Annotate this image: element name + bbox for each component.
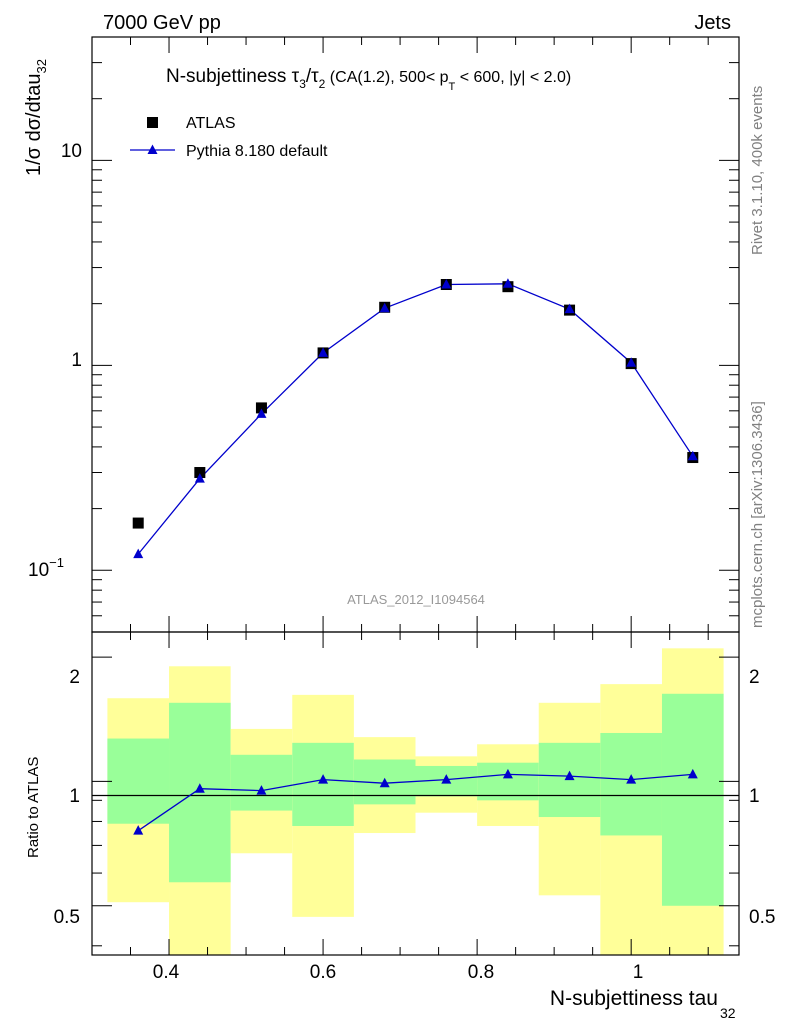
ratio-y-tick-label-2: 2 [69, 667, 80, 688]
uncertainty-band-inner [292, 742, 354, 826]
uncertainty-band-inner [107, 738, 170, 824]
analysis-watermark: ATLAS_2012_I1094564 [347, 592, 485, 607]
ratio-marks [133, 768, 698, 835]
uncertainty-band-inner [661, 693, 724, 906]
pythia-point [441, 279, 452, 289]
y-tick-label-0p1: 10−1 [28, 555, 64, 581]
ratio-y-tick-label-0p5: 0.5 [54, 907, 80, 928]
main-title: N-subjettiness τ3/τ2 (CA(1.2), 500< pT <… [166, 66, 571, 93]
uncertainty-band-inner [230, 754, 293, 811]
main-y-label: 1/σ dσ/dtau32 [23, 59, 49, 176]
uncertainty-band-inner [477, 762, 539, 801]
ratio-bands [107, 648, 724, 955]
energy-label: 7000 GeV pp [103, 12, 221, 34]
x-tick-label-0p4: 0.4 [153, 962, 180, 983]
ratio-panel: Ratio to ATLAS 2 1 0.5 2 1 0.5 0.4 0.6 0… [25, 631, 775, 1021]
ratio-pythia-point [564, 770, 575, 781]
pythia-point [626, 357, 637, 367]
ratio-pythia-point [687, 768, 698, 779]
x-tick-label-0p8: 0.8 [468, 962, 494, 983]
atlas-point [255, 402, 267, 414]
y-tick-label-1: 1 [71, 350, 82, 371]
x-axis-label-subscript: 32 [720, 1005, 736, 1021]
ratio-pythia-point [133, 825, 144, 835]
legend-marker-pythia [147, 144, 158, 154]
main-marks [132, 278, 699, 559]
process-label: Jets [694, 12, 731, 34]
x-tick-label-1: 1 [633, 962, 644, 983]
y-tick-label-10: 10 [61, 141, 82, 162]
ratio-y-tick-label-right-2: 2 [749, 667, 760, 688]
x-tick-label-0p6: 0.6 [310, 962, 336, 983]
pythia-point [564, 303, 575, 314]
ratio-pythia-point [194, 783, 205, 793]
mcplots-label: mcplots.cern.ch [arXiv:1306.3436] [749, 401, 766, 628]
pythia-point [318, 347, 329, 357]
main-panel: N-subjettiness τ3/τ2 (CA(1.2), 500< pT <… [23, 36, 740, 633]
ratio-frame [91, 631, 740, 956]
rivet-label: Rivet 3.1.10, 400k events [749, 86, 766, 255]
ratio-pythia-point [502, 768, 513, 779]
pythia-line [137, 283, 694, 555]
pythia-point [194, 473, 205, 483]
ratio-pythia-point [256, 785, 267, 795]
pythia-point [502, 278, 513, 288]
ratio-y-tick-label-1: 1 [69, 786, 80, 807]
legend-label-pythia: Pythia 8.180 default [186, 143, 328, 160]
atlas-point [194, 467, 206, 479]
pythia-point [687, 450, 698, 461]
pythia-point [379, 302, 390, 313]
ratio-pythia-point [441, 774, 452, 784]
ratio-axis-ticks [91, 632, 739, 955]
ratio-y-tick-label-right-1: 1 [749, 786, 760, 807]
pythia-point [133, 548, 144, 559]
ratio-y-tick-label-right-0p5: 0.5 [749, 907, 775, 928]
atlas-point [132, 517, 144, 529]
x-axis-label: N-subjettiness tau [550, 987, 718, 1010]
legend-marker-atlas [147, 117, 158, 128]
ratio-pythia-line [137, 773, 693, 832]
pythia-point [256, 408, 267, 418]
ratio-pythia-point [379, 777, 390, 788]
ratio-y-label: Ratio to ATLAS [25, 757, 42, 858]
ratio-pythia-point [318, 774, 329, 784]
uncertainty-band-inner [600, 732, 662, 836]
ratio-pythia-point [626, 774, 637, 784]
legend-label-atlas: ATLAS [186, 115, 236, 132]
legend: ATLAS Pythia 8.180 default [130, 115, 328, 160]
